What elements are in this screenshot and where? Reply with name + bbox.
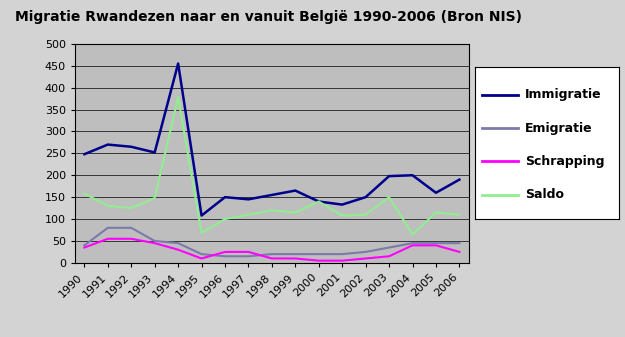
Text: Emigratie: Emigratie xyxy=(525,122,593,134)
Emigratie xyxy=(315,252,322,256)
Saldo xyxy=(432,210,439,214)
Immigratie xyxy=(385,174,393,178)
Immigratie xyxy=(151,150,159,154)
Immigratie xyxy=(221,195,229,199)
Text: Schrapping: Schrapping xyxy=(525,155,605,168)
Schrapping xyxy=(432,243,439,247)
Schrapping xyxy=(81,245,88,249)
Immigratie xyxy=(268,193,276,197)
Schrapping xyxy=(385,254,393,258)
Schrapping xyxy=(456,250,463,254)
Schrapping xyxy=(409,243,416,247)
Immigratie xyxy=(127,145,135,149)
Immigratie xyxy=(198,214,205,218)
Immigratie xyxy=(245,197,252,201)
Schrapping xyxy=(245,250,252,254)
Emigratie xyxy=(127,226,135,230)
Saldo xyxy=(339,214,346,218)
Line: Emigratie: Emigratie xyxy=(84,228,459,256)
Schrapping xyxy=(268,256,276,261)
Saldo xyxy=(198,231,205,235)
Emigratie xyxy=(221,254,229,258)
Emigratie xyxy=(291,252,299,256)
Saldo xyxy=(174,95,182,99)
Schrapping xyxy=(174,248,182,252)
Schrapping xyxy=(127,237,135,241)
Emigratie xyxy=(104,226,112,230)
Emigratie xyxy=(432,241,439,245)
Saldo xyxy=(81,192,88,196)
Line: Saldo: Saldo xyxy=(84,97,459,235)
Emigratie xyxy=(245,254,252,258)
Saldo xyxy=(291,210,299,214)
Saldo xyxy=(315,200,322,204)
Schrapping xyxy=(291,256,299,261)
Schrapping xyxy=(151,241,159,245)
Immigratie xyxy=(409,173,416,177)
Saldo xyxy=(245,213,252,217)
Saldo xyxy=(385,195,393,199)
Saldo xyxy=(362,213,369,217)
Saldo xyxy=(127,206,135,210)
Line: Immigratie: Immigratie xyxy=(84,63,459,216)
Emigratie xyxy=(409,241,416,245)
Immigratie xyxy=(456,178,463,182)
Saldo xyxy=(456,213,463,217)
Emigratie xyxy=(174,241,182,245)
Schrapping xyxy=(221,250,229,254)
Saldo xyxy=(151,196,159,200)
Line: Schrapping: Schrapping xyxy=(84,239,459,261)
Schrapping xyxy=(198,256,205,261)
Immigratie xyxy=(362,195,369,199)
Schrapping xyxy=(339,259,346,263)
Text: Immigratie: Immigratie xyxy=(525,88,602,101)
Text: Saldo: Saldo xyxy=(525,188,564,201)
Schrapping xyxy=(104,237,112,241)
Saldo xyxy=(409,233,416,237)
Emigratie xyxy=(456,241,463,245)
Emigratie xyxy=(198,252,205,256)
Saldo xyxy=(221,217,229,221)
Immigratie xyxy=(315,200,322,204)
Immigratie xyxy=(104,143,112,147)
Immigratie xyxy=(174,61,182,65)
Immigratie xyxy=(432,191,439,195)
Immigratie xyxy=(339,203,346,207)
Immigratie xyxy=(291,188,299,192)
Emigratie xyxy=(151,239,159,243)
Emigratie xyxy=(362,250,369,254)
Saldo xyxy=(104,204,112,208)
Saldo xyxy=(268,208,276,212)
Emigratie xyxy=(268,252,276,256)
Schrapping xyxy=(362,256,369,261)
Emigratie xyxy=(339,252,346,256)
Emigratie xyxy=(81,243,88,247)
Schrapping xyxy=(315,259,322,263)
Text: Migratie Rwandezen naar en vanuit België 1990-2006 (Bron NIS): Migratie Rwandezen naar en vanuit België… xyxy=(15,10,522,24)
Immigratie xyxy=(81,152,88,156)
Emigratie xyxy=(385,245,393,249)
